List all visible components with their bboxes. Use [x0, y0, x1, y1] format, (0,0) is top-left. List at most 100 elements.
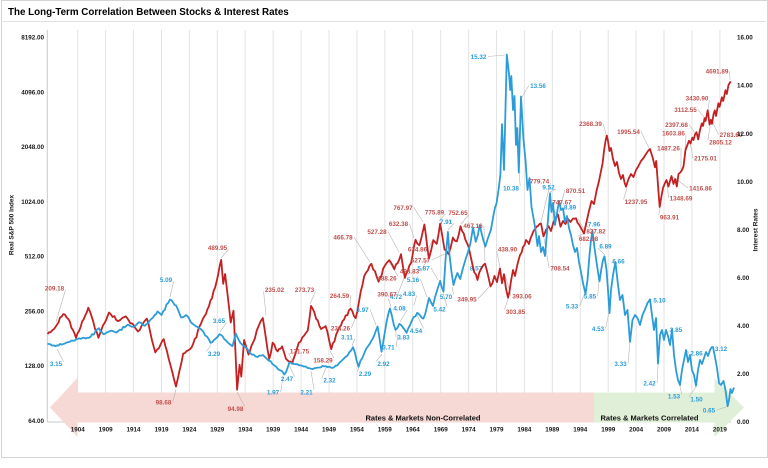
svg-text:1984: 1984	[517, 427, 532, 434]
svg-text:0.65: 0.65	[703, 407, 716, 414]
svg-text:2175.01: 2175.01	[694, 155, 717, 162]
svg-text:7.96: 7.96	[588, 221, 601, 228]
svg-text:779.74: 779.74	[530, 178, 550, 185]
svg-text:0.00: 0.00	[737, 419, 750, 426]
svg-text:2805.12: 2805.12	[709, 139, 732, 146]
svg-text:256.00: 256.00	[25, 309, 45, 316]
svg-text:4.54: 4.54	[410, 328, 423, 335]
svg-text:2.21: 2.21	[300, 389, 313, 396]
svg-text:6.89: 6.89	[599, 243, 612, 250]
svg-text:1416.86: 1416.86	[689, 185, 712, 192]
svg-text:4.08: 4.08	[393, 305, 406, 312]
svg-text:1924: 1924	[182, 427, 197, 434]
svg-text:64.00: 64.00	[28, 418, 44, 425]
svg-text:1974: 1974	[462, 427, 477, 434]
svg-text:1994: 1994	[573, 427, 588, 434]
svg-text:98.68: 98.68	[156, 399, 172, 406]
svg-text:5.10: 5.10	[653, 297, 666, 304]
svg-text:6.66: 6.66	[612, 258, 625, 265]
svg-text:14.00: 14.00	[737, 83, 753, 90]
svg-text:1603.86: 1603.86	[662, 130, 685, 137]
svg-text:1237.95: 1237.95	[625, 199, 648, 206]
svg-text:9.52: 9.52	[542, 184, 555, 191]
svg-text:2014: 2014	[685, 427, 700, 434]
svg-text:3.85: 3.85	[670, 327, 683, 334]
svg-text:438.90: 438.90	[498, 246, 518, 253]
svg-text:5.09: 5.09	[160, 277, 173, 284]
svg-text:5.16: 5.16	[407, 277, 420, 284]
svg-text:3430.90: 3430.90	[686, 95, 709, 102]
svg-text:3.33: 3.33	[614, 361, 627, 368]
svg-text:1959: 1959	[378, 427, 393, 434]
svg-text:2.86: 2.86	[690, 350, 703, 357]
svg-text:209.18: 209.18	[45, 285, 65, 292]
svg-text:5.85: 5.85	[584, 293, 597, 300]
svg-text:Real S&P 500 Index: Real S&P 500 Index	[9, 195, 16, 256]
svg-text:466.78: 466.78	[333, 234, 353, 241]
svg-text:3.83: 3.83	[397, 334, 410, 341]
svg-text:1929: 1929	[210, 427, 225, 434]
svg-text:708.54: 708.54	[550, 265, 570, 272]
svg-text:1934: 1934	[238, 427, 253, 434]
svg-text:498.83: 498.83	[400, 268, 420, 275]
svg-text:527.57: 527.57	[411, 257, 431, 264]
svg-text:303.85: 303.85	[506, 309, 526, 316]
svg-text:1989: 1989	[545, 427, 560, 434]
svg-text:4.83: 4.83	[403, 291, 416, 298]
svg-text:349.95: 349.95	[457, 296, 477, 303]
svg-text:827.82: 827.82	[586, 228, 606, 235]
svg-text:2048.00: 2048.00	[21, 144, 44, 151]
svg-text:264.59: 264.59	[330, 293, 350, 300]
svg-text:1.50: 1.50	[690, 396, 703, 403]
svg-text:963.91: 963.91	[660, 214, 680, 221]
svg-text:3.15: 3.15	[50, 361, 63, 368]
svg-text:1.53: 1.53	[668, 393, 681, 400]
svg-text:10.38: 10.38	[503, 185, 519, 192]
svg-text:527.28: 527.28	[367, 229, 387, 236]
svg-text:752.65: 752.65	[448, 210, 468, 217]
svg-text:8.89: 8.89	[564, 204, 577, 211]
svg-text:2019: 2019	[713, 427, 728, 434]
svg-text:234.26: 234.26	[331, 325, 351, 332]
svg-text:128.00: 128.00	[25, 363, 45, 370]
svg-text:393.06: 393.06	[512, 293, 532, 300]
svg-text:3.97: 3.97	[356, 307, 369, 314]
svg-text:8192.00: 8192.00	[21, 35, 44, 42]
svg-text:634.86: 634.86	[408, 246, 428, 253]
svg-text:1487.26: 1487.26	[657, 145, 680, 152]
svg-text:1939: 1939	[266, 427, 281, 434]
svg-text:Rates & Markets Correlated: Rates & Markets Correlated	[601, 414, 699, 423]
svg-text:158.29: 158.29	[313, 357, 333, 364]
svg-text:6.00: 6.00	[737, 275, 750, 282]
svg-text:2.92: 2.92	[377, 361, 390, 368]
svg-text:3.65: 3.65	[213, 318, 226, 325]
svg-text:4096.00: 4096.00	[21, 90, 44, 97]
svg-text:1979: 1979	[489, 427, 504, 434]
svg-text:2004: 2004	[629, 427, 644, 434]
svg-text:1919: 1919	[154, 427, 169, 434]
svg-text:1904: 1904	[71, 427, 86, 434]
svg-text:3.12: 3.12	[715, 346, 728, 353]
svg-text:390.67: 390.67	[377, 291, 397, 298]
svg-text:2.47: 2.47	[281, 376, 294, 383]
svg-text:1954: 1954	[350, 427, 365, 434]
svg-text:467.16: 467.16	[463, 223, 483, 230]
svg-text:2.32: 2.32	[323, 377, 336, 384]
svg-text:2.42: 2.42	[643, 380, 656, 387]
svg-text:2397.68: 2397.68	[665, 122, 688, 129]
svg-text:2009: 2009	[657, 427, 672, 434]
svg-text:7.91: 7.91	[440, 219, 453, 226]
svg-text:2368.39: 2368.39	[579, 121, 602, 128]
svg-text:775.89: 775.89	[425, 209, 445, 216]
svg-text:2.29: 2.29	[359, 371, 372, 378]
svg-text:1944: 1944	[294, 427, 309, 434]
svg-text:5.33: 5.33	[566, 303, 579, 310]
svg-text:1348.69: 1348.69	[670, 195, 693, 202]
svg-text:5.70: 5.70	[440, 294, 453, 301]
svg-text:131.75: 131.75	[290, 348, 310, 355]
svg-text:3112.55: 3112.55	[674, 107, 697, 114]
svg-text:682.98: 682.98	[579, 236, 599, 243]
svg-text:Interest Rates: Interest Rates	[753, 208, 760, 251]
svg-text:5.42: 5.42	[433, 306, 446, 313]
svg-text:1.97: 1.97	[267, 389, 280, 396]
